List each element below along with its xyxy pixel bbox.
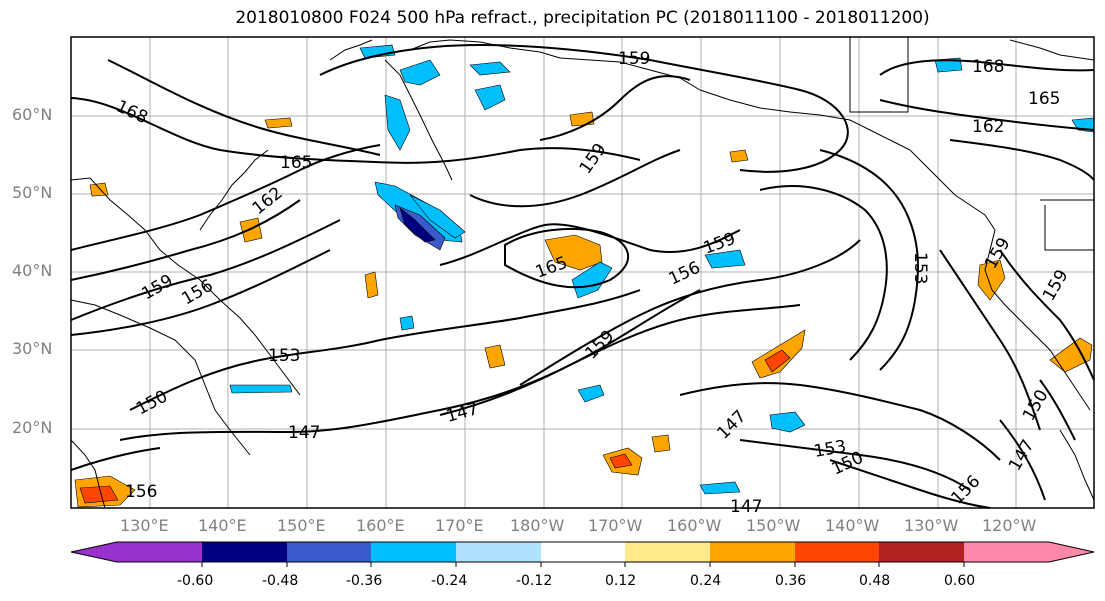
refractivity-contours [70,43,1095,509]
colorbar-segment [625,542,710,562]
lon-label: 160°W [667,516,722,535]
contour-label: 162 [972,117,1004,137]
colorbar [70,541,1095,567]
lon-label: 120°W [982,516,1037,535]
colorbar-extend-min [71,542,117,562]
lat-label: 20°N [12,418,53,437]
lon-label: 170°W [588,516,643,535]
lat-label: 60°N [12,105,53,124]
contour-label: 159 [618,49,650,69]
lon-label: 130°E [120,516,169,535]
lon-label: 150°W [746,516,801,535]
contour-label: 165 [1028,89,1060,109]
colorbar-tick-label: 0.24 [690,573,722,589]
contour-label: 168 [972,57,1004,77]
coastlines [70,37,1095,509]
colorbar-segment [710,542,795,562]
lon-label: 140°W [825,516,880,535]
colorbar-segment [456,542,541,562]
colorbar-tick-label: -0.12 [516,573,553,589]
colorbar-outline [70,541,1095,563]
colorbar-tick-label: 0.60 [944,573,976,589]
colorbar-segment [371,542,456,562]
lon-label: 180°W [510,516,565,535]
contour-label: 147 [730,497,762,517]
colorbar-tick-label: -0.60 [177,573,214,589]
colorbar-tick-label: 0.12 [605,573,637,589]
colorbar-tick-label: -0.24 [431,573,468,589]
precip-patches [74,44,1095,508]
lon-label: 140°E [198,516,247,535]
lon-label: 170°E [435,516,484,535]
colorbar-tick-label: 0.48 [859,573,891,589]
colorbar-tick-label: -0.36 [346,573,383,589]
colorbar-segment [795,542,879,562]
colorbar-extend-max [1049,542,1094,562]
contour-label: 165 [280,153,312,173]
colorbar-segment [117,542,202,562]
lon-label: 130°W [904,516,959,535]
lon-label: 150°E [277,516,326,535]
lon-label: 160°E [356,516,405,535]
contour-label: 153 [910,252,930,284]
colorbar-segment [202,542,287,562]
lat-label: 30°N [12,339,53,358]
lat-label: 40°N [12,261,53,280]
map-frame [70,36,1095,509]
contour-label: 147 [288,423,320,443]
colorbar-segment [964,542,1049,562]
colorbar-tick-label: -0.48 [262,573,299,589]
colorbar-tick-label: 0.36 [775,573,807,589]
colorbar-segment [287,542,371,562]
colorbar-segment [879,542,964,562]
contour-label: 156 [125,482,157,502]
map-title: 2018010800 F024 500 hPa refract., precip… [235,8,930,28]
contour-label: 153 [268,346,300,366]
lat-label: 50°N [12,183,53,202]
colorbar-segment [541,542,625,562]
